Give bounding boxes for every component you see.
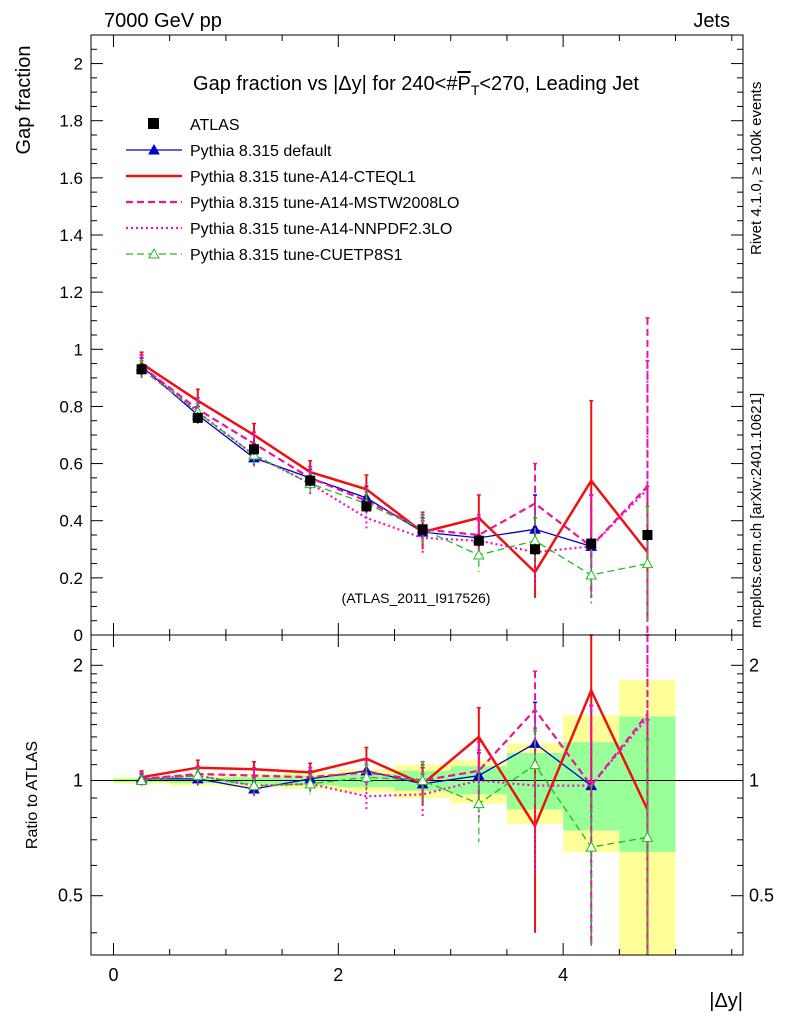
main-ytick-label-2: 0.4 — [59, 512, 83, 531]
x-axis-label: |Δy| — [709, 990, 743, 1012]
title-part-2: <270, Leading Jet — [479, 73, 639, 95]
legend-entry-cuetp: Pythia 8.315 tune-CUETP8S1 — [126, 247, 403, 264]
ratio-line-cuetp — [141, 763, 648, 848]
main-marker-cuetp-7 — [529, 534, 541, 546]
x-tick-label-2: 4 — [558, 965, 568, 985]
main-plot-frame — [90, 34, 744, 636]
legend-marker-default — [148, 143, 160, 155]
main-ytick-label-6: 1.2 — [59, 283, 83, 302]
legend-marker-cuetp — [148, 247, 160, 259]
main-ytick-label-1: 0.2 — [59, 569, 83, 588]
ratio-marker-cuetp-5 — [416, 774, 429, 786]
main-ytick-label-5: 1 — [74, 340, 83, 359]
main-ytick-label-0: 0 — [74, 626, 83, 645]
main-marker-atlas-0 — [136, 364, 147, 375]
ratio-ytick-label-left-2: 2 — [73, 655, 83, 675]
x-tick-label-0: 0 — [108, 965, 118, 985]
title-part-sub: T — [471, 82, 480, 98]
legend-label-atlas: ATLAS — [190, 117, 240, 134]
main-ytick-label-3: 0.6 — [59, 455, 83, 474]
ratio-series-nnpdf — [139, 634, 650, 955]
main-marker-atlas-9 — [642, 530, 653, 540]
main-line-default — [141, 365, 592, 548]
legend-label-default: Pythia 8.315 default — [190, 143, 332, 160]
main-marker-cuetp-9 — [641, 557, 654, 569]
main-series-atlas — [136, 363, 653, 555]
legend-entry-default: Pythia 8.315 default — [126, 143, 332, 160]
header-right: Jets — [693, 10, 730, 32]
legend-label-cteql1: Pythia 8.315 tune-A14-CTEQL1 — [190, 169, 416, 186]
main-line-cuetp — [141, 368, 648, 576]
legend-label-nnpdf: Pythia 8.315 tune-A14-NNPDF2.3LO — [190, 221, 452, 238]
main-line-nnpdf — [140, 365, 649, 554]
mcplots-label: mcplots.cern.ch [arXiv:2401.10621] — [748, 393, 765, 628]
ratio-y-axis-label: Ratio to ATLAS — [24, 741, 41, 849]
ratio-line-cteql1 — [141, 687, 649, 829]
legend-entry-nnpdf: Pythia 8.315 tune-A14-NNPDF2.3LO — [126, 221, 452, 238]
ratio-series-cuetp — [135, 729, 654, 955]
legend-entry-mstw: Pythia 8.315 tune-A14-MSTW2008LO — [126, 195, 459, 212]
ratio-ytick-label-right-0: 0.5 — [749, 886, 774, 906]
ratio-marker-cuetp-0 — [135, 774, 148, 786]
ratio-marker-cuetp-9 — [641, 831, 654, 842]
main-y-axis-label: Gap fraction — [13, 46, 35, 155]
main-ytick-label-9: 1.8 — [59, 112, 83, 131]
main-series-nnpdf — [139, 354, 650, 618]
main-series-mstw — [139, 317, 650, 635]
main-line-mstw — [140, 365, 649, 548]
ratio-plot-frame — [90, 634, 744, 956]
rivet-version-label: Rivet 4.1.0, ≥ 100k events — [748, 82, 765, 255]
main-chart-title: Gap fraction vs |Δy| for 240<#PT<270, Le… — [193, 73, 639, 98]
main-ytick-label-4: 0.8 — [59, 397, 83, 416]
main-marker-atlas-4 — [361, 501, 372, 512]
ratio-ytick-label-left-0: 0.5 — [58, 886, 83, 906]
ratio-series-default — [135, 701, 598, 946]
main-ytick-label-7: 1.4 — [59, 226, 83, 245]
header-left: 7000 GeV pp — [104, 10, 222, 32]
main-marker-cuetp-8 — [585, 568, 598, 580]
ratio-marker-cuetp-6 — [472, 797, 485, 809]
x-tick-label-1: 2 — [333, 965, 343, 985]
ratio-ytick-label-left-1: 1 — [73, 771, 83, 791]
legend-entry-cteql1: Pythia 8.315 tune-A14-CTEQL1 — [126, 169, 416, 186]
main-line-cteql1 — [140, 362, 649, 575]
main-marker-cuetp-6 — [472, 548, 485, 560]
main-ytick-label-10: 2 — [74, 55, 83, 74]
ratio-marker-cuetp-7 — [529, 758, 541, 770]
title-part-p: P — [457, 73, 470, 95]
ratio-marker-cuetp-8 — [585, 841, 598, 852]
ratio-marker-cuetp-4 — [360, 771, 373, 782]
main-marker-atlas-8 — [586, 538, 597, 549]
main-series-cteql1 — [139, 351, 650, 618]
main-marker-atlas-5 — [417, 524, 428, 535]
main-marker-atlas-7 — [530, 544, 541, 555]
main-marker-atlas-6 — [473, 535, 484, 546]
legend-marker-atlas — [148, 118, 159, 129]
legend-label-cuetp: Pythia 8.315 tune-CUETP8S1 — [190, 247, 403, 264]
ratio-line-nnpdf — [141, 716, 649, 798]
main-marker-atlas-2 — [249, 444, 259, 455]
main-marker-atlas-3 — [305, 475, 316, 486]
main-marker-atlas-1 — [192, 412, 203, 423]
ratio-ytick-label-right-1: 1 — [749, 771, 759, 791]
title-part-1: Gap fraction vs |Δy| for 240<# — [193, 73, 458, 95]
ratio-ytick-label-right-2: 2 — [749, 655, 759, 675]
legend-entry-atlas: ATLAS — [148, 117, 240, 134]
ratio-marker-cuetp-1 — [191, 769, 204, 781]
ratio-line-mstw — [141, 708, 649, 788]
main-series-cuetp — [135, 359, 654, 621]
ratio-marker-cuetp-2 — [248, 779, 260, 791]
analysis-id-watermark: (ATLAS_2011_I917526) — [342, 590, 491, 606]
ratio-marker-cuetp-3 — [304, 777, 317, 789]
legend-label-mstw: Pythia 8.315 tune-A14-MSTW2008LO — [190, 195, 459, 212]
main-ytick-label-8: 1.6 — [59, 169, 83, 188]
